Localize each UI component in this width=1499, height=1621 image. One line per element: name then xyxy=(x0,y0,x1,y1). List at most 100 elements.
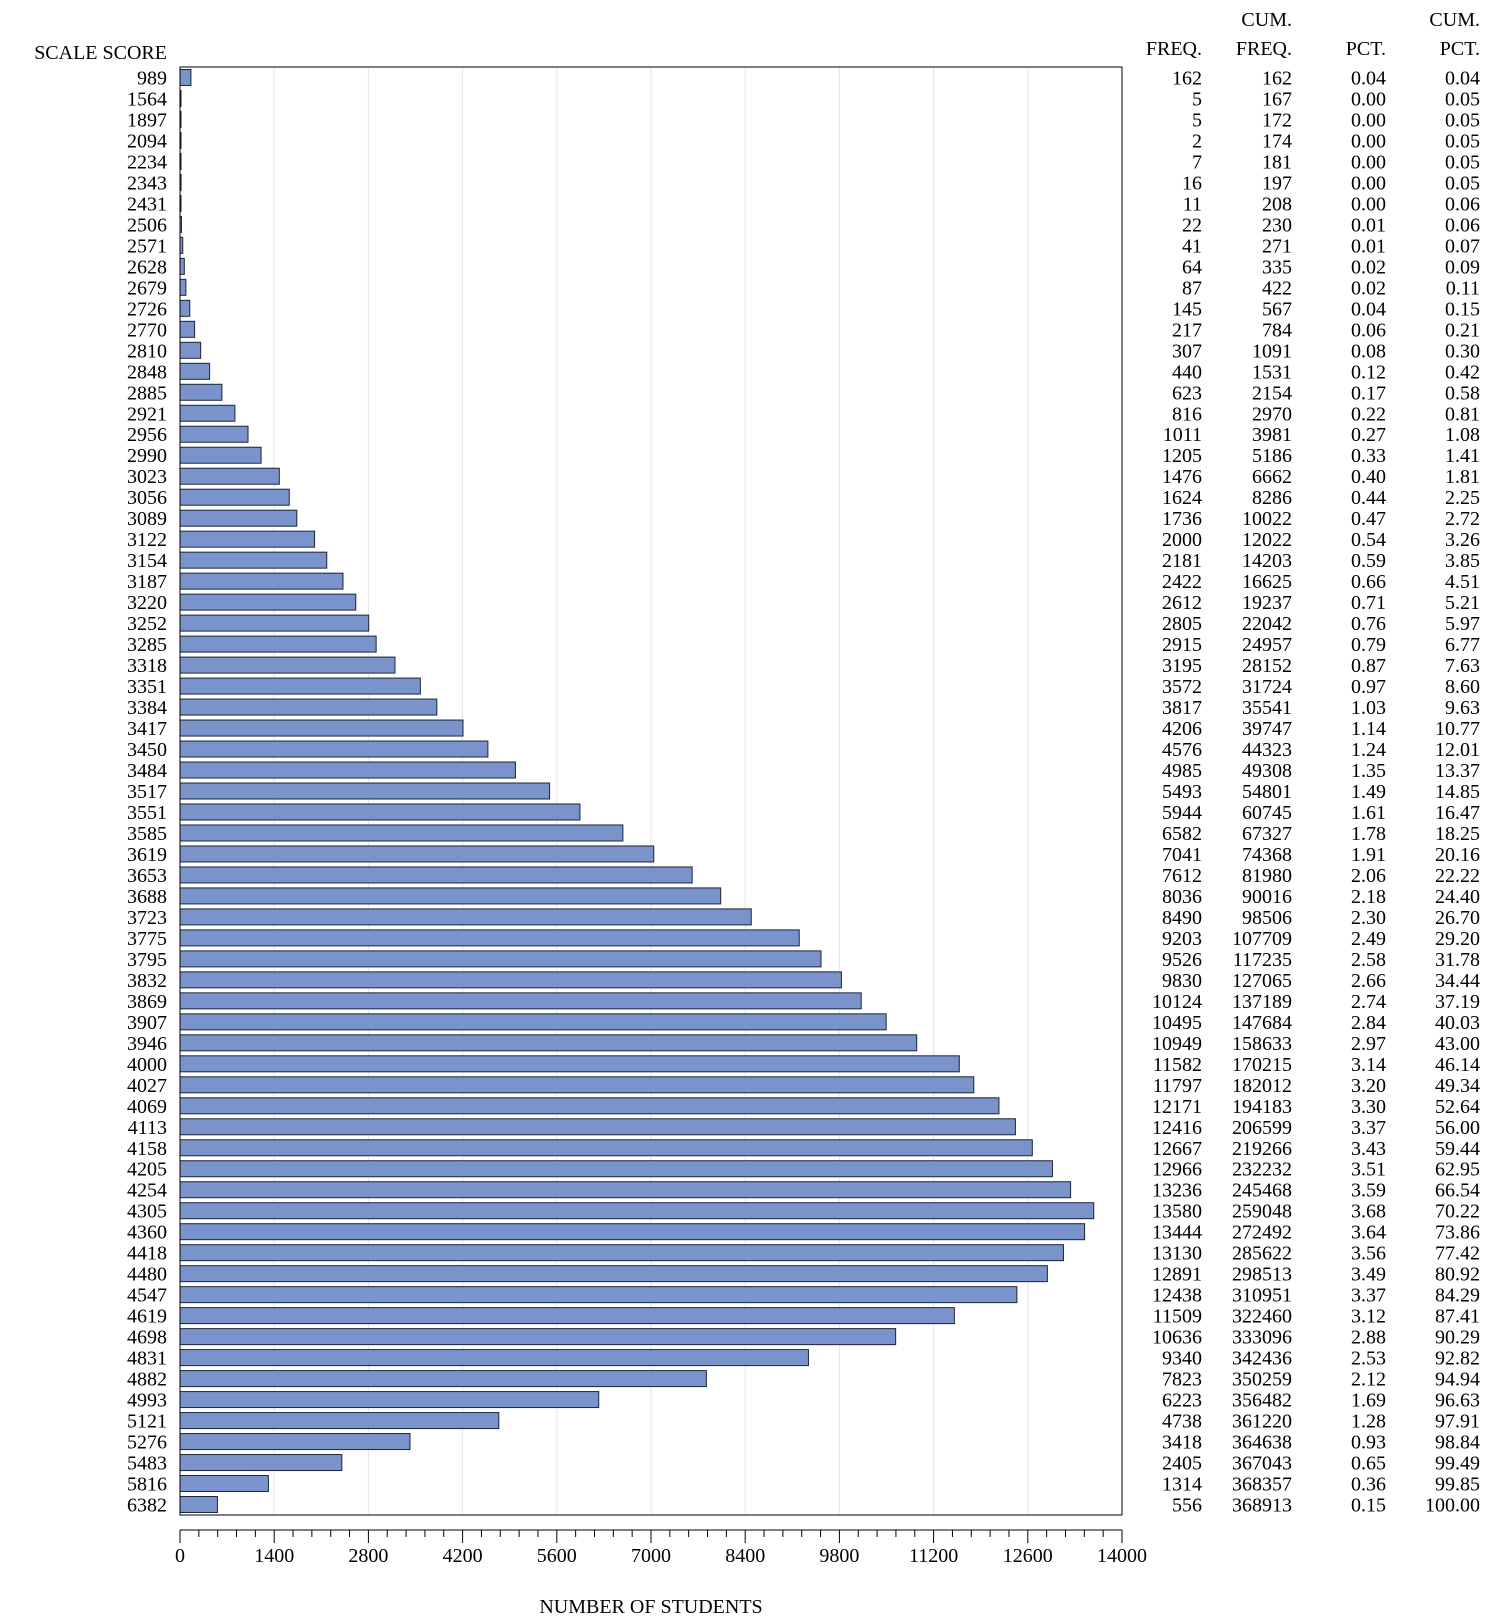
bar xyxy=(179,845,655,863)
freq-cell: 11509 xyxy=(1153,1306,1202,1328)
freq-cell: 2000 xyxy=(1162,529,1202,551)
y-tick-label: 4619 xyxy=(127,1306,167,1328)
freq-cell: 13444 xyxy=(1152,1222,1202,1244)
cum-pct-cell: 0.06 xyxy=(1445,193,1480,215)
cum-pct-cell: 0.05 xyxy=(1445,172,1480,194)
y-tick-label: 3220 xyxy=(127,592,167,614)
cum-pct-cell: 52.64 xyxy=(1435,1096,1480,1118)
cum-freq-cell: 147684 xyxy=(1232,1012,1292,1034)
y-tick-label: 3551 xyxy=(127,802,167,824)
y-tick-label: 2885 xyxy=(127,382,167,404)
cum-pct-cell: 66.54 xyxy=(1435,1180,1480,1202)
bar xyxy=(179,1118,1016,1136)
cum-freq-cell: 1091 xyxy=(1252,340,1292,362)
cum-freq-cell: 31724 xyxy=(1242,676,1292,698)
cum-pct-cell: 0.05 xyxy=(1445,151,1480,173)
cum-pct-cell: 31.78 xyxy=(1435,949,1480,971)
y-tick-label: 3907 xyxy=(127,1012,167,1034)
pct-cell: 0.79 xyxy=(1351,634,1386,656)
freq-cell: 11797 xyxy=(1153,1075,1202,1097)
cum-pct-cell: 20.16 xyxy=(1435,844,1480,866)
cum-pct-cell: 34.44 xyxy=(1435,970,1480,992)
y-tick-label: 3318 xyxy=(127,655,167,677)
pct-cell: 0.01 xyxy=(1351,235,1386,257)
cum-pct-cell: 59.44 xyxy=(1435,1138,1480,1160)
y-tick-label: 3285 xyxy=(127,634,167,656)
pct-cell: 1.49 xyxy=(1351,781,1386,803)
pct-cell: 0.08 xyxy=(1351,340,1386,362)
plot-frame xyxy=(179,66,1123,1516)
freq-cell: 5 xyxy=(1192,88,1202,110)
bar xyxy=(179,299,191,317)
y-tick-label: 3619 xyxy=(127,844,167,866)
freq-cell: 13236 xyxy=(1152,1180,1202,1202)
bar xyxy=(179,362,211,380)
y-tick-label: 3122 xyxy=(127,529,167,551)
freq-cell: 7612 xyxy=(1162,865,1202,887)
bar xyxy=(179,446,262,464)
bar xyxy=(179,404,236,422)
bar xyxy=(179,530,316,548)
freq-cell: 2181 xyxy=(1162,550,1202,572)
pct-cell: 0.44 xyxy=(1351,487,1386,509)
bar xyxy=(179,1076,975,1094)
cum-pct-cell: 6.77 xyxy=(1445,634,1480,656)
cum-pct-cell: 92.82 xyxy=(1435,1348,1480,1370)
pct-cell: 0.12 xyxy=(1351,361,1386,383)
cum-pct-cell: 12.01 xyxy=(1435,739,1480,761)
cum-freq-cell: 67327 xyxy=(1242,823,1292,845)
cum-freq-cell: 333096 xyxy=(1232,1327,1292,1349)
y-tick-label: 3869 xyxy=(127,991,167,1013)
bar xyxy=(179,320,196,338)
bar xyxy=(179,950,822,968)
bar xyxy=(179,677,421,695)
cum-freq-cell: 137189 xyxy=(1232,991,1292,1013)
cum-freq-cell: 8286 xyxy=(1252,487,1292,509)
pct-cell: 0.76 xyxy=(1351,613,1386,635)
y-tick-label: 4882 xyxy=(127,1369,167,1391)
bar xyxy=(179,929,800,947)
cum-pct-cell: 2.25 xyxy=(1445,487,1480,509)
cum-freq-cell: 127065 xyxy=(1232,970,1292,992)
freq-cell: 162 xyxy=(1172,67,1202,89)
freq-cell: 1011 xyxy=(1163,424,1202,446)
pct-cell: 0.02 xyxy=(1351,277,1386,299)
pct-cell: 2.84 xyxy=(1351,1012,1386,1034)
pct-cell: 3.30 xyxy=(1351,1096,1386,1118)
cum-pct-cell: 96.63 xyxy=(1435,1390,1480,1412)
freq-cell: 5944 xyxy=(1162,802,1202,824)
pct-cell: 3.20 xyxy=(1351,1075,1386,1097)
cum-pct-cell: 84.29 xyxy=(1435,1285,1480,1307)
y-tick-label: 2343 xyxy=(127,172,167,194)
bar xyxy=(179,1244,1064,1262)
x-tick-label: 12600 xyxy=(1003,1545,1053,1567)
freq-cell: 1736 xyxy=(1162,508,1202,530)
cum-freq-cell: 5186 xyxy=(1252,445,1292,467)
cum-pct-cell: 97.91 xyxy=(1435,1411,1480,1433)
cum-pct-cell: 7.63 xyxy=(1445,655,1480,677)
cum-freq-cell: 322460 xyxy=(1232,1306,1292,1328)
pct-cell: 2.97 xyxy=(1351,1033,1386,1055)
y-tick-label: 3187 xyxy=(127,571,167,593)
bar xyxy=(179,1328,897,1346)
pct-cell: 2.66 xyxy=(1351,970,1386,992)
y-tick-label: 3775 xyxy=(127,928,167,950)
y-tick-label: 4360 xyxy=(127,1222,167,1244)
y-tick-label: 2094 xyxy=(127,130,167,152)
bar xyxy=(179,866,693,884)
cum-pct-cell: 100.00 xyxy=(1425,1495,1480,1517)
pct-cell: 1.24 xyxy=(1351,739,1386,761)
pct-cell: 0.93 xyxy=(1351,1432,1386,1454)
cum-freq-cell: 54801 xyxy=(1242,781,1292,803)
cum-pct-cell: 3.85 xyxy=(1445,550,1480,572)
freq-cell: 3195 xyxy=(1162,655,1202,677)
bar xyxy=(179,551,328,569)
cum-pct-cell: 46.14 xyxy=(1435,1054,1480,1076)
y-tick-label: 5121 xyxy=(127,1411,167,1433)
cum-freq-cell: 10022 xyxy=(1242,508,1292,530)
x-tick-label: 14000 xyxy=(1097,1545,1147,1567)
freq-cell: 12966 xyxy=(1152,1159,1202,1181)
cum-pct-cell: 13.37 xyxy=(1435,760,1480,782)
cum-freq-cell: 230 xyxy=(1262,214,1292,236)
pct-cell: 1.91 xyxy=(1351,844,1386,866)
